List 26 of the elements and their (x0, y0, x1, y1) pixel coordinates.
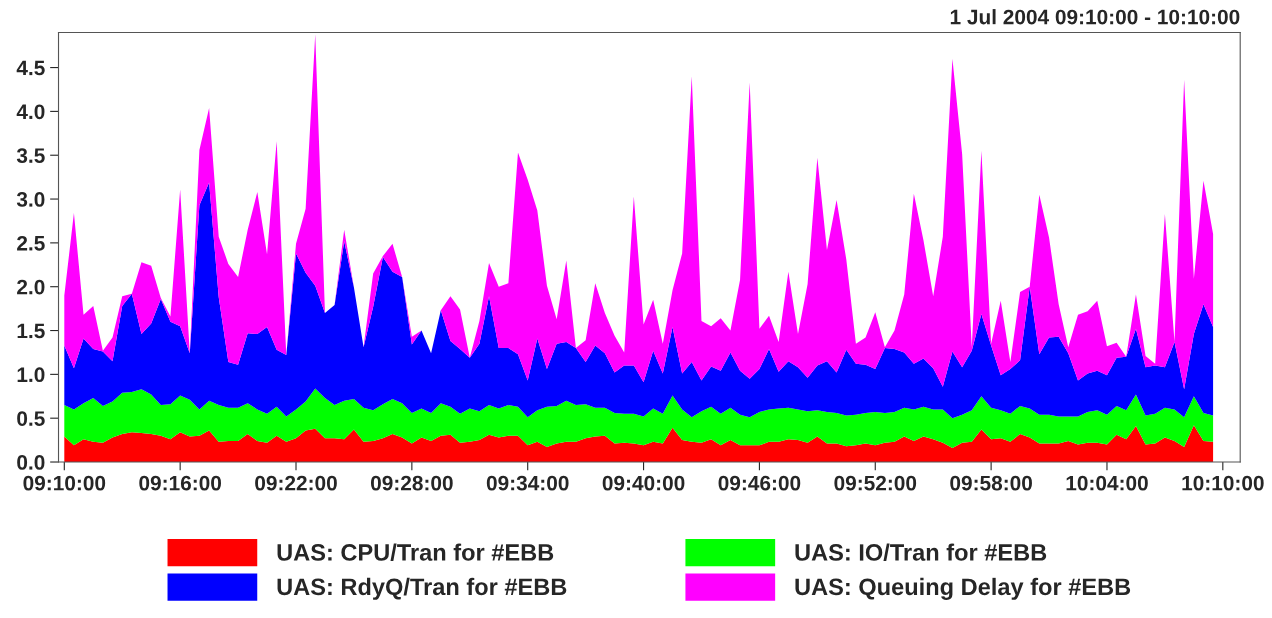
y-tick-label: 4.0 (16, 104, 45, 120)
x-tick-label: 09:40:00 (602, 475, 685, 491)
y-tick-label: 4.5 (16, 60, 45, 76)
x-tick-label: 09:34:00 (486, 475, 569, 491)
chart-title: 1 Jul 2004 09:10:00 - 10:10:00 (950, 9, 1240, 25)
y-tick-label: 2.5 (17, 235, 45, 251)
legend-label: UAS: IO/Tran for #EBB (795, 543, 1047, 562)
legend-label: UAS: Queuing Delay for #EBB (795, 577, 1131, 600)
y-tick-label: 2.0 (17, 279, 45, 295)
y-tick-label: 3.0 (16, 192, 45, 207)
legend-label: UAS: CPU/Tran for #EBB (277, 543, 554, 562)
x-tick-label: 10:10:00 (1182, 475, 1264, 491)
x-tick-label: 09:22:00 (255, 475, 337, 491)
x-tick-label: 09:28:00 (370, 475, 453, 491)
x-tick-label: 09:52:00 (834, 475, 917, 491)
legend-label: UAS: RdyQ/Tran for #EBB (277, 577, 567, 600)
x-tick-label: 09:10:00 (23, 475, 106, 491)
y-tick-label: 1.0 (17, 367, 45, 383)
x-tick-label: 10:04:00 (1066, 475, 1148, 491)
y-tick-label: 1.5 (17, 323, 45, 339)
y-tick-label: 0.0 (17, 455, 45, 470)
x-tick-label: 09:16:00 (139, 475, 221, 491)
x-tick-label: 09:58:00 (950, 475, 1032, 491)
y-tick-label: 0.5 (17, 411, 45, 426)
y-tick-label: 3.5 (16, 148, 45, 164)
x-tick-label: 09:46:00 (718, 475, 801, 491)
